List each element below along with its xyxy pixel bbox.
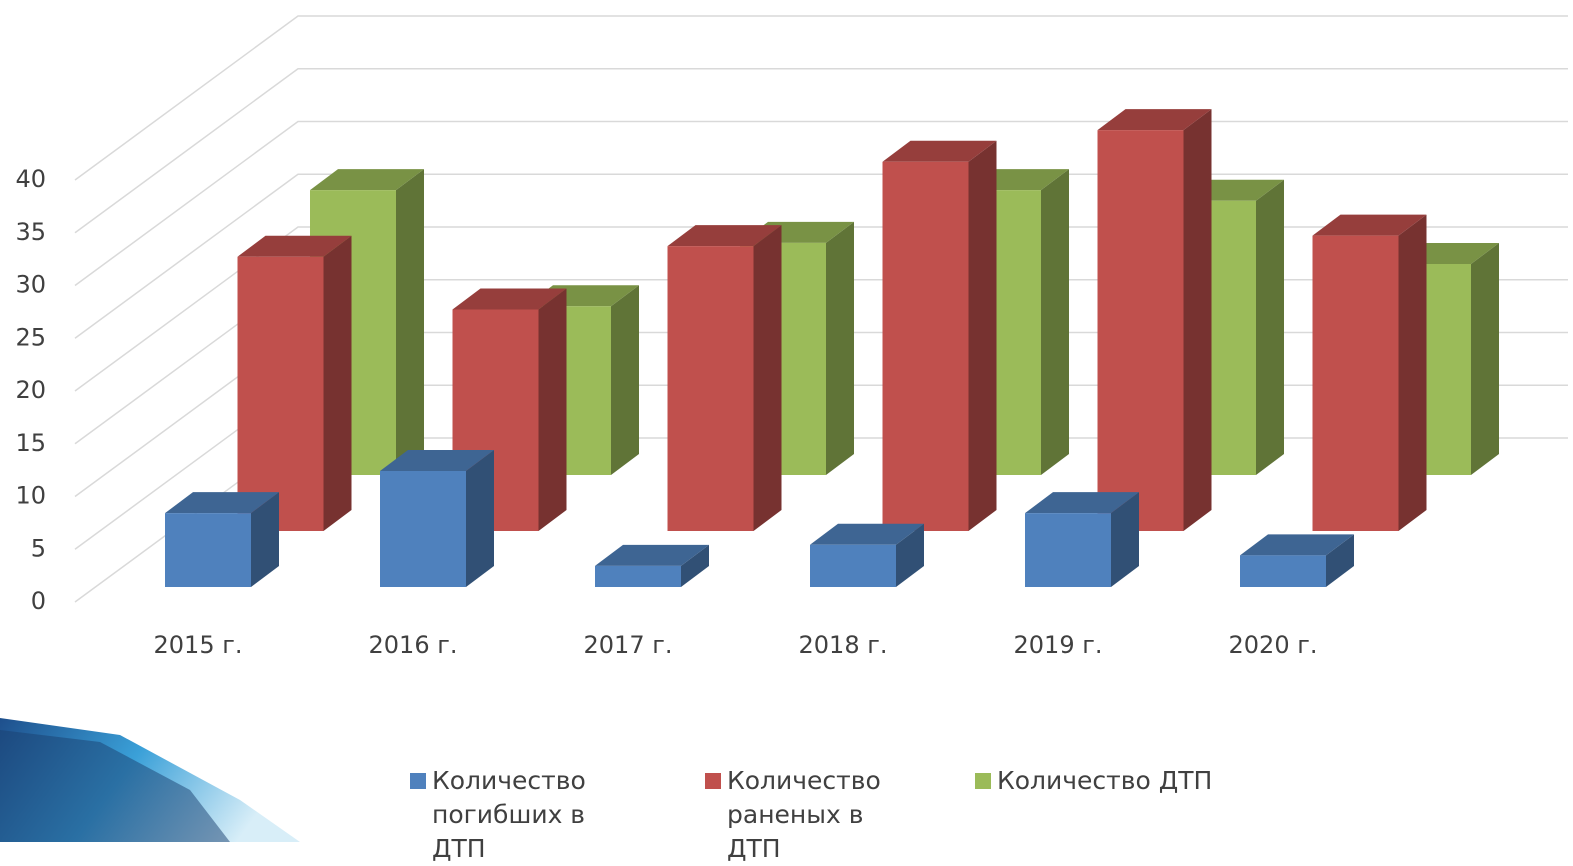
y-tick-label: 0	[31, 587, 46, 615]
legend-swatch	[975, 773, 991, 789]
bar-side	[896, 523, 924, 587]
bar-front	[595, 565, 681, 587]
y-tick-label: 30	[15, 271, 46, 299]
bar-front	[882, 161, 969, 531]
legend-swatch	[705, 773, 721, 789]
bar-top	[595, 544, 709, 566]
bar-top	[882, 140, 997, 162]
bar-top	[237, 235, 352, 257]
y-tick-label: 10	[15, 482, 46, 510]
x-tick-label: 2020 г.	[1229, 631, 1318, 659]
bar-front	[1312, 235, 1399, 531]
bar	[595, 544, 709, 587]
bar-side	[1471, 243, 1499, 475]
bar-side	[251, 492, 279, 587]
bar-side	[753, 225, 782, 531]
page: 0 5 10 15 20 25 30 35 40 2015 г. 2016 г. 2017 г. 201…	[0, 15, 1568, 863]
bar-side	[611, 285, 639, 475]
bar-side	[1326, 534, 1354, 587]
bar	[1097, 109, 1212, 531]
bar-front	[810, 544, 896, 587]
bar-top	[165, 492, 279, 514]
bar-front	[667, 246, 754, 531]
y-tick-label: 15	[15, 429, 46, 457]
bar	[882, 140, 997, 531]
bar-top	[1097, 109, 1212, 131]
bar-top	[1312, 214, 1427, 236]
bar	[165, 492, 279, 587]
y-tick-label: 40	[15, 165, 46, 193]
legend-item: Количество погибших в ДТП	[410, 764, 630, 866]
legend-label: Количество погибших в ДТП	[432, 766, 586, 863]
legend-label: Количество ДТП	[997, 766, 1213, 795]
bar-side	[681, 544, 709, 587]
bar-front	[380, 470, 466, 587]
legend-item: Количество раненых в ДТП	[705, 764, 925, 866]
bar-top	[667, 225, 782, 247]
grid-line	[74, 68, 1568, 234]
y-tick-label: 5	[31, 534, 46, 562]
bar-front	[1025, 513, 1111, 587]
bar-front	[165, 513, 251, 587]
legend-item: Количество ДТП	[975, 764, 1255, 798]
bar	[1240, 534, 1354, 587]
bar-side	[1041, 169, 1069, 475]
bar-top	[380, 449, 494, 471]
bar-side	[1256, 179, 1284, 475]
bar-side	[826, 221, 854, 475]
bar-top	[1025, 492, 1139, 514]
bar-side	[323, 235, 352, 531]
bar-front	[1097, 130, 1184, 531]
chart: 0 5 10 15 20 25 30 35 40 2015 г. 2016 г. 2017 г. 201…	[0, 15, 1568, 842]
x-tick-label: 2016 г.	[369, 631, 458, 659]
bar	[237, 235, 352, 531]
y-tick-label: 20	[15, 376, 46, 404]
bar-top	[1240, 534, 1354, 556]
bar	[810, 523, 924, 587]
bar-top	[810, 523, 924, 545]
x-tick-label: 2015 г.	[154, 631, 243, 659]
bar-front	[237, 256, 324, 531]
decoration	[0, 730, 230, 842]
bar	[1025, 492, 1139, 587]
bar-side	[968, 140, 997, 531]
bar-side	[396, 169, 424, 475]
bar	[380, 449, 494, 587]
x-tick-label: 2017 г.	[584, 631, 673, 659]
y-tick-label: 25	[15, 323, 46, 351]
bar-front	[1240, 555, 1326, 587]
grid-line	[74, 15, 1568, 181]
bar-side	[538, 288, 567, 531]
y-tick-label: 35	[15, 218, 46, 246]
x-tick-label: 2019 г.	[1014, 631, 1103, 659]
legend-swatch	[410, 773, 426, 789]
legend-label: Количество раненых в ДТП	[727, 766, 881, 863]
bar-side	[466, 449, 494, 587]
bar	[667, 225, 782, 531]
x-tick-label: 2018 г.	[799, 631, 888, 659]
bar-top	[310, 169, 424, 191]
bar	[1312, 214, 1427, 531]
bar-side	[1183, 109, 1212, 531]
bar-side	[1398, 214, 1427, 531]
bar-top	[452, 288, 567, 310]
bar-side	[1111, 492, 1139, 587]
